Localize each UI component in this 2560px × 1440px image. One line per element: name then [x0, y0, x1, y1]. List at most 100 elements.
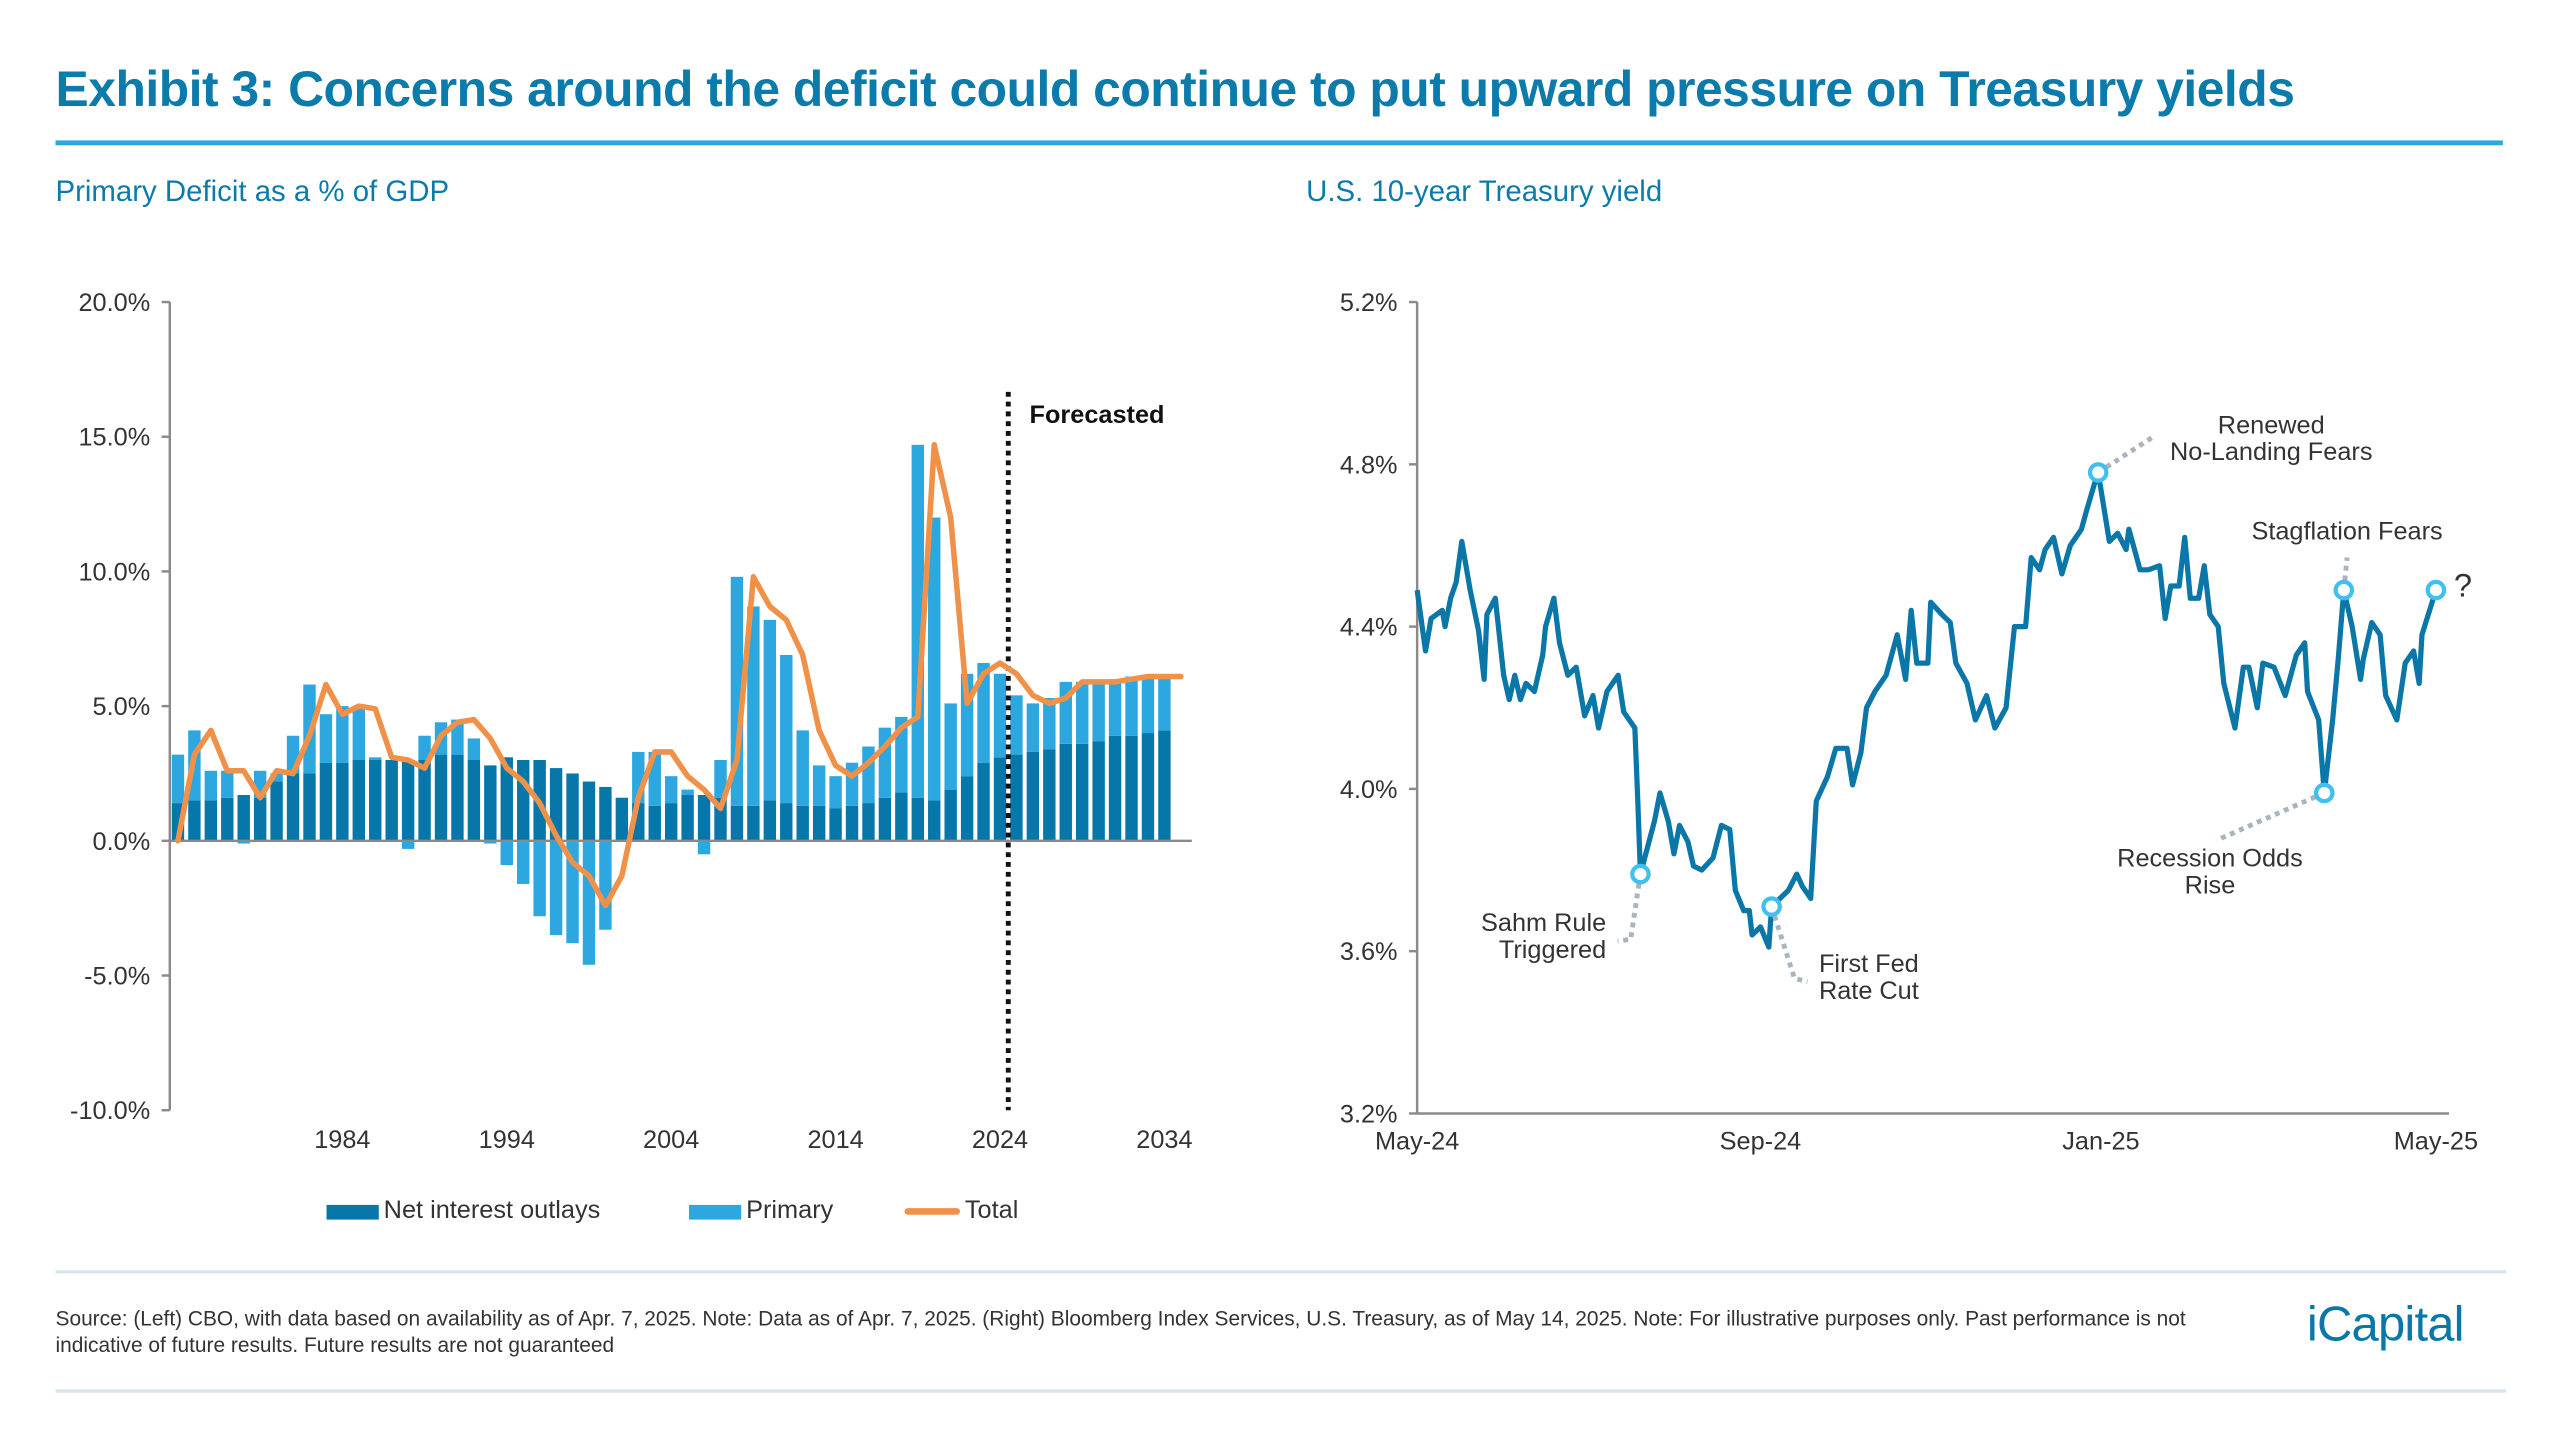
- net-interest-bar: [467, 759, 481, 841]
- yield-line: [1414, 469, 2439, 950]
- net-interest-bar: [960, 776, 974, 841]
- x-tick-label: 1994: [479, 1126, 535, 1154]
- annotation-marker: [1630, 863, 1651, 885]
- primary-bar: [697, 840, 711, 855]
- annotation-label: Sahm Rule: [1481, 909, 1606, 937]
- forecast-label: Forecasted: [1030, 401, 1165, 429]
- bottom-divider: [55, 1389, 2507, 1393]
- primary-swatch: [688, 1204, 742, 1219]
- y-tick-label: 10.0%: [78, 558, 150, 586]
- primary-bar: [401, 840, 415, 849]
- net-interest-bar: [1125, 735, 1138, 841]
- primary-bar: [1158, 676, 1171, 731]
- x-tick-label: 2004: [643, 1126, 699, 1154]
- primary-bar: [1026, 703, 1040, 752]
- total-swatch: [904, 1208, 960, 1215]
- net-interest-bar: [319, 762, 333, 841]
- annotation-label: First Fed: [1819, 950, 1919, 978]
- page-title: Exhibit 3: Concerns around the deficit c…: [55, 62, 2295, 118]
- annotation-marker: [2087, 462, 2109, 483]
- primary-bar: [714, 759, 727, 798]
- net-interest-bar: [796, 805, 809, 841]
- annotation: Stagflation Fears: [2251, 517, 2443, 601]
- primary-bar: [336, 706, 349, 763]
- primary-bar: [171, 754, 185, 804]
- net-interest-swatch: [326, 1204, 379, 1219]
- net-interest-bar: [1010, 754, 1023, 841]
- net-interest-bar: [253, 797, 267, 841]
- net-interest-bar: [615, 797, 629, 841]
- net-interest-bar: [500, 757, 513, 841]
- net-interest-bar: [303, 773, 316, 841]
- x-tick-label: Jan-25: [2062, 1127, 2139, 1155]
- total-line: [175, 442, 1184, 909]
- primary-bar: [747, 606, 760, 806]
- source-note: Source: (Left) CBO, with data based on a…: [55, 1306, 2186, 1357]
- primary-bar: [549, 840, 563, 936]
- annotation-label: Rise: [2185, 871, 2236, 899]
- net-interest-bar: [1043, 749, 1056, 841]
- primary-bar: [319, 714, 333, 763]
- primary-bar: [812, 765, 826, 806]
- net-interest-bar: [336, 762, 349, 841]
- net-interest-bar: [1075, 743, 1089, 841]
- primary-bar: [977, 663, 990, 763]
- legend-label: Primary: [746, 1196, 834, 1225]
- annotation: ?: [2425, 567, 2472, 604]
- net-interest-bar: [664, 803, 678, 841]
- net-interest-bar: [697, 795, 711, 841]
- y-tick-label: 4.8%: [1340, 451, 1398, 479]
- primary-bar: [763, 619, 777, 801]
- net-interest-bar: [352, 759, 366, 841]
- x-tick-label: 2024: [972, 1126, 1028, 1154]
- annotation-leader: [2215, 790, 2326, 843]
- primary-bar: [467, 738, 481, 760]
- x-tick-label: May-24: [1375, 1127, 1459, 1155]
- net-interest-bar: [730, 805, 744, 841]
- primary-bar: [352, 708, 366, 760]
- y-tick-label: 5.2%: [1340, 289, 1398, 317]
- primary-bar: [1092, 681, 1105, 742]
- net-interest-bar: [204, 800, 218, 841]
- net-interest-bar: [1108, 735, 1122, 841]
- legend-item-primary: Primary: [688, 1196, 834, 1226]
- net-interest-bar: [895, 792, 908, 841]
- footer-divider: [55, 1270, 2507, 1274]
- net-interest-bar: [401, 759, 415, 841]
- primary-bar: [1075, 681, 1089, 744]
- net-interest-bar: [681, 795, 694, 841]
- title-divider: [55, 140, 2503, 146]
- net-interest-bar: [944, 789, 957, 841]
- primary-bar: [1010, 695, 1023, 755]
- x-tick-label: 2034: [1136, 1126, 1192, 1154]
- net-interest-bar: [1026, 751, 1040, 841]
- legend-label: Net interest outlays: [383, 1196, 601, 1225]
- net-interest-bar: [434, 754, 448, 841]
- x-tick-label: May-25: [2394, 1127, 2478, 1155]
- annotation-marker: [2425, 579, 2447, 601]
- primary-bar: [500, 840, 513, 866]
- annotation-marker: [2313, 782, 2335, 804]
- y-tick-label: 0.0%: [93, 828, 151, 856]
- primary-bar: [928, 517, 941, 801]
- primary-bar: [664, 776, 678, 804]
- net-interest-bar: [270, 781, 283, 841]
- y-tick-label: 5.0%: [93, 693, 151, 721]
- annotation-label: Rate Cut: [1819, 977, 1919, 1005]
- primary-bar: [369, 757, 382, 760]
- net-interest-bar: [582, 781, 596, 841]
- annotation-label: Triggered: [1499, 936, 1606, 964]
- primary-bar: [780, 654, 793, 804]
- annotation-marker: [1761, 896, 1782, 917]
- primary-bar: [533, 840, 546, 917]
- x-tick-label: Sep-24: [1720, 1127, 1802, 1155]
- primary-bar: [237, 840, 250, 844]
- primary-bar: [599, 840, 612, 930]
- primary-bar: [796, 730, 809, 806]
- primary-bar: [993, 673, 1007, 758]
- primary-bar: [270, 773, 283, 782]
